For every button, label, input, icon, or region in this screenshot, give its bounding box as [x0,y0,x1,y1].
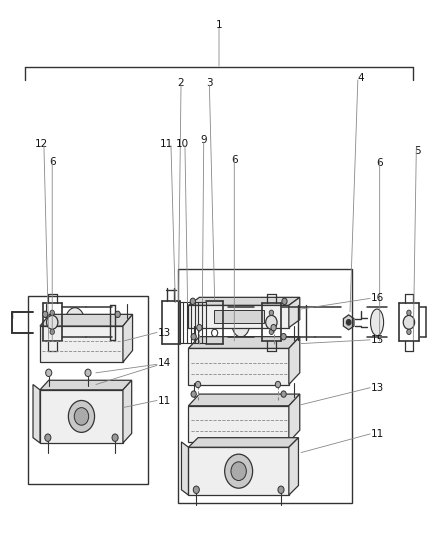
Text: 16: 16 [371,293,384,303]
Circle shape [407,310,411,316]
Text: 11: 11 [160,139,173,149]
Polygon shape [188,394,300,406]
Text: 4: 4 [357,73,364,83]
Circle shape [231,462,246,481]
Circle shape [50,329,54,335]
Circle shape [271,325,276,331]
Text: 6: 6 [231,155,237,165]
Polygon shape [289,337,300,384]
Circle shape [269,310,274,316]
Circle shape [193,486,199,494]
Polygon shape [123,314,133,362]
Polygon shape [188,297,300,305]
Text: 2: 2 [178,78,184,88]
Circle shape [85,369,91,376]
Text: 6: 6 [376,158,383,168]
Circle shape [74,408,88,425]
Ellipse shape [65,308,85,337]
Text: 13: 13 [371,383,384,393]
Circle shape [68,400,95,432]
Text: 15: 15 [371,335,384,345]
Text: 6: 6 [49,157,56,167]
Circle shape [407,329,411,335]
Circle shape [115,311,120,318]
Polygon shape [123,380,132,443]
Circle shape [46,369,52,376]
Bar [28,296,148,484]
Polygon shape [188,406,289,442]
Polygon shape [289,394,300,442]
Polygon shape [181,442,188,495]
Circle shape [112,434,118,441]
Circle shape [346,320,351,325]
Polygon shape [289,297,300,328]
Circle shape [269,329,274,335]
Text: 11: 11 [158,396,171,406]
Circle shape [197,325,202,331]
Bar [177,269,352,503]
Circle shape [403,316,415,329]
Circle shape [45,434,51,441]
Text: 3: 3 [206,78,213,88]
Polygon shape [40,380,132,390]
Polygon shape [289,438,298,495]
Bar [214,310,264,322]
Circle shape [195,381,201,387]
Ellipse shape [371,309,384,336]
Circle shape [282,298,287,304]
Text: 9: 9 [201,135,207,145]
Text: 12: 12 [35,139,48,149]
Circle shape [42,311,48,318]
Circle shape [46,316,58,329]
Polygon shape [188,305,289,328]
Polygon shape [40,314,133,326]
Text: 10: 10 [175,139,188,149]
Polygon shape [188,438,298,447]
Polygon shape [188,447,289,495]
Text: 11: 11 [371,429,384,439]
Circle shape [190,298,195,304]
Polygon shape [33,384,40,443]
Polygon shape [40,326,123,362]
Text: 14: 14 [158,358,171,368]
Circle shape [225,454,253,488]
Polygon shape [188,349,289,384]
Circle shape [191,391,196,397]
Text: 13: 13 [158,328,171,338]
Circle shape [191,334,196,340]
Circle shape [281,334,286,340]
Ellipse shape [232,308,250,337]
Text: 1: 1 [215,20,223,30]
Polygon shape [188,337,300,349]
Circle shape [276,381,281,387]
Circle shape [278,486,284,494]
Polygon shape [40,390,123,443]
Circle shape [281,391,286,397]
Circle shape [266,316,277,329]
Text: 5: 5 [414,146,421,156]
Circle shape [50,310,54,316]
